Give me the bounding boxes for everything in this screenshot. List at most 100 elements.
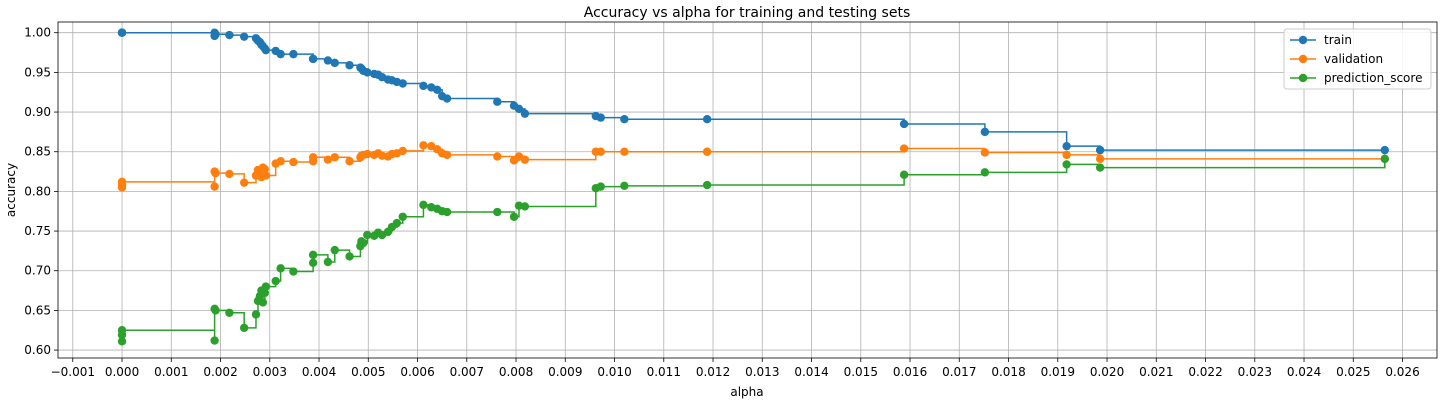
x-tick-label: 0.016 xyxy=(893,365,927,379)
data-point-validation xyxy=(980,148,990,157)
data-point-prediction_score xyxy=(1062,160,1071,169)
data-point-train xyxy=(702,114,712,124)
data-point-validation xyxy=(596,147,605,156)
data-point-train xyxy=(363,68,372,77)
data-point-prediction_score xyxy=(225,308,234,317)
data-point-prediction_score xyxy=(261,282,271,291)
data-point-validation xyxy=(899,144,909,153)
plot-frame xyxy=(57,21,1438,359)
legend-label-prediction_score: prediction_score xyxy=(1324,71,1422,85)
data-point-prediction_score xyxy=(359,238,368,248)
data-point-validation xyxy=(289,157,298,167)
x-tick-label: 0.000 xyxy=(105,365,139,379)
data-point-validation xyxy=(308,153,318,162)
data-point-validation xyxy=(210,182,219,191)
x-axis-label: alpha xyxy=(730,385,763,399)
x-tick-label: 0.017 xyxy=(942,365,976,379)
data-point-train xyxy=(493,97,502,106)
data-point-validation xyxy=(260,164,270,174)
data-point-prediction_score xyxy=(117,326,127,335)
x-tick-label: 0.011 xyxy=(647,365,681,379)
data-point-validation xyxy=(261,171,271,180)
data-point-validation xyxy=(442,150,452,160)
data-point-prediction_score xyxy=(289,267,298,276)
legend-marker-prediction_score xyxy=(1298,73,1308,83)
x-tick-label: 0.015 xyxy=(844,365,878,379)
legend-box xyxy=(1283,28,1432,90)
data-point-prediction_score xyxy=(1380,154,1389,164)
data-point-prediction_score xyxy=(117,337,127,346)
data-point-prediction_score xyxy=(363,230,372,240)
y-axis-ticks: 0.60 0.65 0.70 0.75 0.80 0.85 0.90 0.95 1.00 xyxy=(24,26,58,357)
data-point-validation xyxy=(419,141,428,150)
x-tick-label: 0.012 xyxy=(696,365,730,379)
x-tick-label: 0.024 xyxy=(1287,365,1321,379)
data-point-train xyxy=(289,49,298,59)
data-point-train xyxy=(980,127,990,137)
data-point-prediction_score xyxy=(419,200,428,210)
data-point-prediction_score xyxy=(509,212,519,221)
data-point-train xyxy=(398,79,407,88)
y-tick-label: 0.95 xyxy=(24,65,51,79)
data-point-prediction_score xyxy=(258,298,268,307)
y-tick-label: 0.70 xyxy=(24,264,51,278)
grid-lines xyxy=(58,22,1437,358)
data-point-prediction_score xyxy=(620,181,629,191)
x-tick-label: 0.019 xyxy=(1041,365,1075,379)
x-tick-label: 0.021 xyxy=(1139,365,1173,379)
x-tick-label: 0.001 xyxy=(154,365,188,379)
y-tick-label: 0.85 xyxy=(24,145,51,159)
y-axis-label: accuracy xyxy=(4,163,18,217)
data-point-validation xyxy=(398,146,407,156)
series-train xyxy=(117,28,1389,155)
data-point-prediction_score xyxy=(308,258,318,267)
y-tick-label: 0.60 xyxy=(24,343,51,357)
data-point-train xyxy=(596,113,605,122)
data-point-validation xyxy=(363,149,372,159)
x-axis-ticks: −0.001 0.000 0.001 0.002 0.003 0.004 0.005 0.00… xyxy=(51,358,1420,379)
data-point-train xyxy=(442,94,452,103)
chart-title: Accuracy vs alpha for training and testi… xyxy=(584,5,911,21)
x-tick-label: 0.007 xyxy=(450,365,484,379)
data-point-train xyxy=(330,58,339,68)
data-point-prediction_score xyxy=(251,310,261,319)
x-tick-label: 0.008 xyxy=(499,365,533,379)
data-point-train xyxy=(1095,145,1105,155)
data-point-train xyxy=(520,109,530,118)
legend-marker-train xyxy=(1298,35,1308,45)
series-layer xyxy=(117,28,1389,346)
y-tick-label: 1.00 xyxy=(24,26,51,40)
x-tick-label: 0.010 xyxy=(597,365,631,379)
x-tick-label: 0.002 xyxy=(203,365,237,379)
legend: train validation prediction_score xyxy=(1283,28,1432,90)
data-point-validation xyxy=(702,147,712,156)
data-point-prediction_score xyxy=(239,323,249,333)
legend-label-validation: validation xyxy=(1324,52,1383,66)
data-point-prediction_score xyxy=(210,336,219,345)
data-point-prediction_score xyxy=(271,276,280,286)
data-point-prediction_score xyxy=(345,252,354,261)
data-point-prediction_score xyxy=(276,264,285,273)
x-tick-label: 0.022 xyxy=(1188,365,1222,379)
legend-marker-validation xyxy=(1298,54,1308,64)
y-tick-label: 0.75 xyxy=(24,224,51,238)
x-tick-label: 0.026 xyxy=(1385,365,1419,379)
data-point-prediction_score xyxy=(260,288,270,298)
x-tick-label: 0.004 xyxy=(302,365,336,379)
data-point-prediction_score xyxy=(308,250,318,260)
data-point-prediction_score xyxy=(702,180,712,190)
y-tick-label: 0.90 xyxy=(24,105,51,119)
x-tick-label: 0.005 xyxy=(351,365,385,379)
x-tick-label: 0.023 xyxy=(1238,365,1272,379)
x-tick-label: −0.001 xyxy=(51,365,95,379)
data-point-train xyxy=(1062,141,1071,151)
data-point-train xyxy=(514,104,524,114)
data-point-train xyxy=(276,49,285,59)
data-point-prediction_score xyxy=(493,207,502,217)
data-point-validation xyxy=(225,169,234,179)
data-point-validation xyxy=(1095,154,1105,164)
data-point-train xyxy=(261,45,271,55)
data-point-prediction_score xyxy=(520,202,530,211)
x-tick-label: 0.018 xyxy=(991,365,1025,379)
